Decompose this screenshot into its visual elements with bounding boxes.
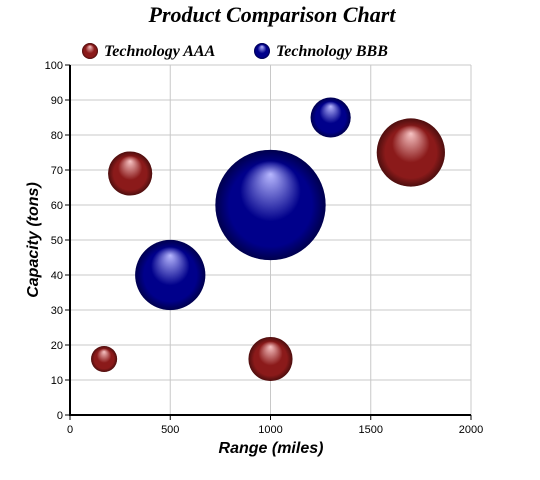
y-tick-label: 30 [51,305,63,317]
bubble-aaa-3 [248,336,293,382]
x-tick-label: 1500 [359,424,383,436]
x-axis-title: Range (miles) [219,440,324,457]
y-tick-label: 40 [51,270,63,282]
bubble-aaa-1 [108,151,153,196]
bubble-bbb-3 [310,97,351,138]
y-tick-label: 10 [51,375,63,387]
y-tick-label: 70 [51,165,63,177]
bubble-bbb-2 [215,149,326,261]
x-tick-label: 1000 [258,424,282,436]
chart-title: Product Comparison Chart [148,2,397,27]
y-axis-title: Capacity (tons) [25,182,42,298]
y-tick-label: 90 [51,95,63,107]
y-tick-label: 0 [57,410,63,422]
y-tick-label: 100 [45,60,63,72]
y-tick-label: 80 [51,130,63,142]
y-tick-label: 20 [51,340,63,352]
bubble-aaa-2 [376,118,445,187]
legend-item-aaa: Technology AAA [82,43,216,60]
x-tick-label: 2000 [459,424,483,436]
legend-label: Technology BBB [276,43,388,60]
y-tick-label: 50 [51,235,63,247]
x-tick-label: 500 [161,424,179,436]
y-tick-label: 60 [51,200,63,212]
bubbles [91,97,445,382]
bubble-aaa-4 [91,345,118,373]
bubble-bbb-1 [135,239,206,311]
legend-item-bbb: Technology BBB [254,43,388,60]
legend: Technology AAA Technology BBB [82,43,388,60]
legend-label: Technology AAA [104,43,216,60]
x-tick-label: 0 [67,424,73,436]
